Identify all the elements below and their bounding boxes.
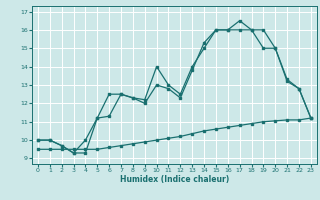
X-axis label: Humidex (Indice chaleur): Humidex (Indice chaleur) xyxy=(120,175,229,184)
